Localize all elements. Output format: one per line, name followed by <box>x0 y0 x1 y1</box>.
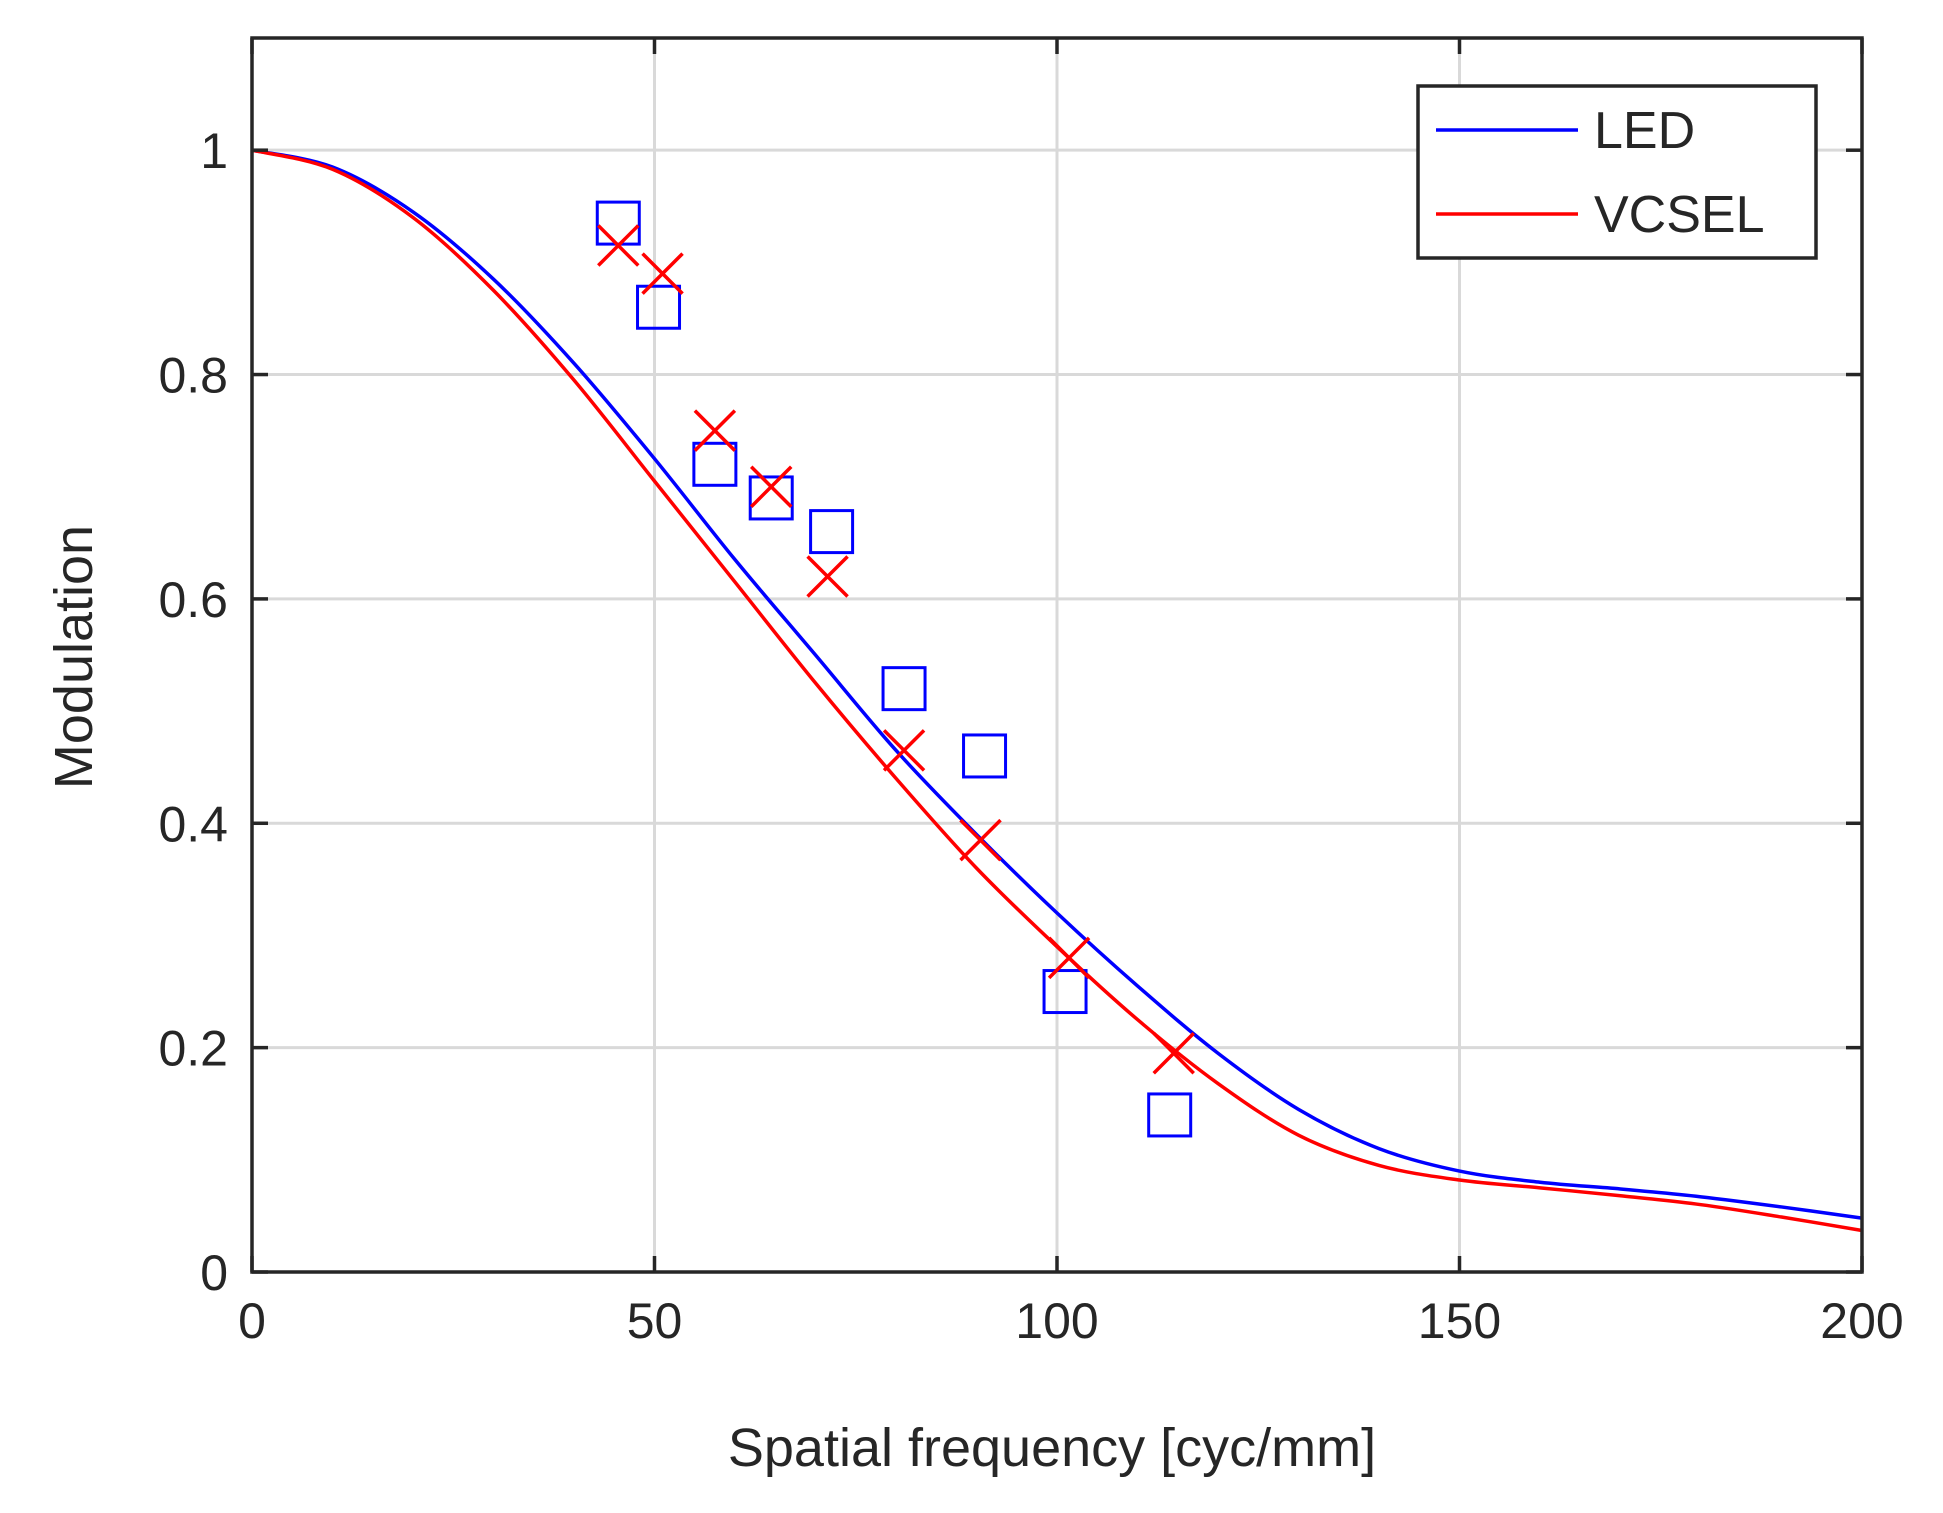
legend-label: VCSEL <box>1594 186 1765 244</box>
x-marker-stroke <box>641 252 684 295</box>
x-tick-label: 50 <box>627 1293 683 1349</box>
x-tick-label: 0 <box>238 1293 266 1349</box>
y-tick-label: 0 <box>200 1245 228 1301</box>
x-tick-label: 150 <box>1418 1293 1501 1349</box>
x-marker-stroke <box>1152 1032 1195 1075</box>
square-marker <box>881 666 927 712</box>
y-tick-label: 0.4 <box>158 796 228 852</box>
x-marker-stroke <box>959 818 1002 862</box>
x-marker <box>641 252 684 295</box>
x-tick-label: 200 <box>1820 1293 1903 1349</box>
x-marker <box>959 818 1002 862</box>
y-tick-label: 0.2 <box>158 1021 228 1077</box>
legend-label: LED <box>1594 102 1695 160</box>
y-tick-label: 0.8 <box>158 348 228 404</box>
x-marker <box>1047 936 1091 980</box>
x-marker-stroke <box>693 409 737 452</box>
series-line-vcsel <box>251 148 1863 1233</box>
x-marker-stroke <box>597 224 640 267</box>
x-marker <box>749 465 793 508</box>
square-marker <box>636 284 682 330</box>
square-marker <box>1042 969 1088 1015</box>
square-marker <box>1147 1092 1193 1138</box>
square-marker <box>692 441 738 487</box>
square-marker <box>809 509 855 555</box>
x-marker <box>693 409 737 452</box>
x-marker-stroke <box>1047 936 1091 980</box>
x-marker-stroke <box>882 729 926 772</box>
y-tick-label: 0.6 <box>158 572 228 628</box>
series-layer <box>251 148 1863 1233</box>
x-tick-label: 100 <box>1015 1293 1098 1349</box>
x-marker-stroke <box>806 555 849 598</box>
square-marker <box>595 200 641 246</box>
y-tick-label: 1 <box>200 123 228 179</box>
x-marker-stroke <box>749 465 793 508</box>
x-marker <box>806 555 849 598</box>
legend: LED VCSEL <box>1416 84 1818 260</box>
x-marker <box>1152 1032 1195 1075</box>
x-marker <box>597 224 640 267</box>
legend-box <box>1416 84 1818 260</box>
x-axis-label: Spatial frequency [cyc/mm] <box>728 1418 1376 1478</box>
x-marker <box>882 729 926 772</box>
square-marker <box>962 733 1008 779</box>
axes-layer: 0 50 100 150 200 0 0.2 0.4 0.6 0.8 1 <box>158 36 1904 1349</box>
series-line-led <box>251 148 1863 1220</box>
square-marker <box>748 475 794 521</box>
y-axis-label: Modulation <box>44 525 104 789</box>
